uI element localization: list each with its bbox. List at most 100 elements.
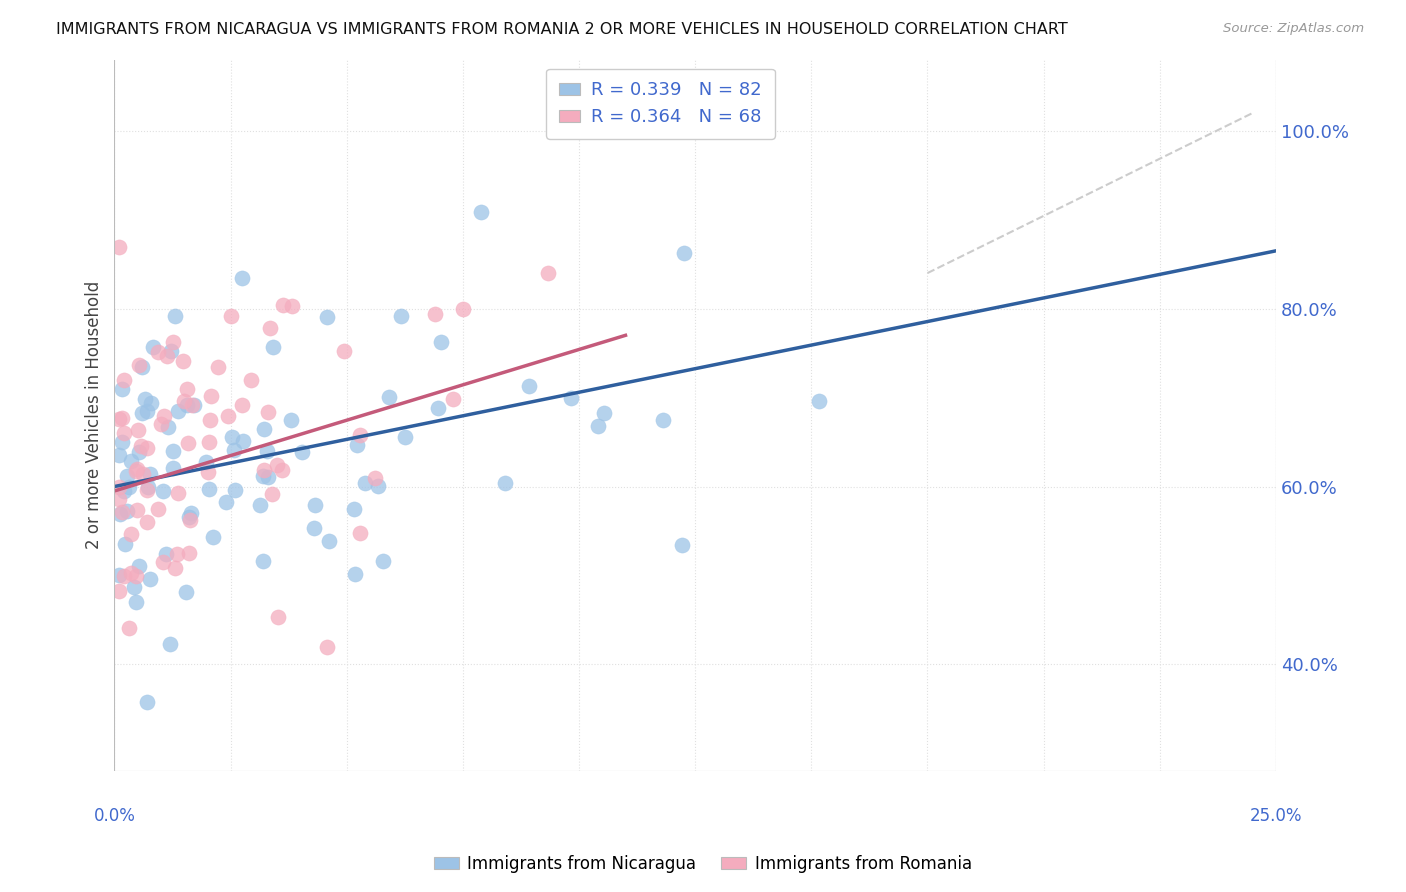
Point xyxy=(139,395,162,409)
Point xyxy=(176,398,198,412)
Point xyxy=(517,378,540,392)
Point xyxy=(142,340,165,354)
Point xyxy=(124,569,146,583)
Point xyxy=(256,405,278,419)
Point xyxy=(125,503,148,517)
Point xyxy=(280,413,302,427)
Point xyxy=(231,271,253,285)
Point xyxy=(221,430,243,444)
Point xyxy=(125,461,148,475)
Point xyxy=(343,566,366,581)
Legend: R = 0.339   N = 82, R = 0.364   N = 68: R = 0.339 N = 82, R = 0.364 N = 68 xyxy=(546,69,775,139)
Point xyxy=(136,480,159,494)
Point xyxy=(353,476,375,491)
Point xyxy=(111,434,134,449)
Point xyxy=(494,476,516,491)
Point xyxy=(280,300,302,314)
Point xyxy=(131,406,153,420)
Point xyxy=(135,515,157,529)
Point xyxy=(198,413,221,427)
Point xyxy=(367,479,389,493)
Point xyxy=(207,360,229,375)
Point xyxy=(423,307,446,321)
Point xyxy=(537,266,560,280)
Point xyxy=(124,580,146,594)
Point xyxy=(152,484,174,499)
Point xyxy=(333,344,356,359)
Point xyxy=(441,392,464,406)
Point xyxy=(198,435,221,450)
Point xyxy=(315,310,337,324)
Point xyxy=(214,495,236,509)
Point xyxy=(266,458,288,472)
Point xyxy=(108,508,131,522)
Point xyxy=(177,509,200,524)
Point xyxy=(125,464,148,478)
Text: Source: ZipAtlas.com: Source: ZipAtlas.com xyxy=(1223,22,1364,36)
Point xyxy=(172,354,194,368)
Point xyxy=(316,640,339,654)
Point xyxy=(115,504,138,518)
Point xyxy=(179,513,201,527)
Point xyxy=(163,561,186,575)
Point xyxy=(222,443,245,458)
Point xyxy=(128,445,150,459)
Point xyxy=(134,392,156,406)
Point xyxy=(671,538,693,552)
Point xyxy=(162,443,184,458)
Point xyxy=(200,389,222,403)
Point xyxy=(136,404,159,418)
Point xyxy=(111,505,134,519)
Point xyxy=(174,585,197,599)
Point xyxy=(349,526,371,541)
Point xyxy=(260,487,283,501)
Point xyxy=(267,610,290,624)
Point xyxy=(131,439,153,453)
Point xyxy=(157,420,180,434)
Point xyxy=(180,398,202,412)
Point xyxy=(139,572,162,586)
Point xyxy=(112,483,135,498)
Point xyxy=(112,569,135,583)
Point xyxy=(177,546,200,560)
Point xyxy=(808,393,831,408)
Point xyxy=(118,621,141,635)
Point xyxy=(128,359,150,373)
Point xyxy=(152,555,174,569)
Text: 25.0%: 25.0% xyxy=(1250,806,1302,825)
Point xyxy=(195,455,218,469)
Point xyxy=(197,482,219,496)
Point xyxy=(108,568,131,582)
Point xyxy=(165,309,187,323)
Point xyxy=(651,413,673,427)
Point xyxy=(166,547,188,561)
Point xyxy=(232,434,254,449)
Point xyxy=(217,409,239,423)
Point xyxy=(343,502,366,516)
Point xyxy=(451,301,474,316)
Point xyxy=(560,392,582,406)
Point xyxy=(108,492,131,507)
Point xyxy=(363,471,385,485)
Point xyxy=(148,345,170,359)
Point xyxy=(291,445,314,459)
Point xyxy=(371,554,394,568)
Point xyxy=(177,436,200,450)
Y-axis label: 2 or more Vehicles in Household: 2 or more Vehicles in Household xyxy=(86,281,103,549)
Point xyxy=(148,502,170,516)
Point xyxy=(593,406,616,420)
Point xyxy=(394,430,416,444)
Point xyxy=(155,547,177,561)
Point xyxy=(231,397,253,411)
Point xyxy=(252,468,274,483)
Point xyxy=(135,442,157,456)
Point xyxy=(108,239,131,253)
Point xyxy=(249,498,271,512)
Point xyxy=(252,553,274,567)
Point xyxy=(131,359,153,374)
Point xyxy=(159,637,181,651)
Point xyxy=(120,566,142,580)
Point xyxy=(173,394,195,409)
Point xyxy=(270,463,292,477)
Point xyxy=(470,204,492,219)
